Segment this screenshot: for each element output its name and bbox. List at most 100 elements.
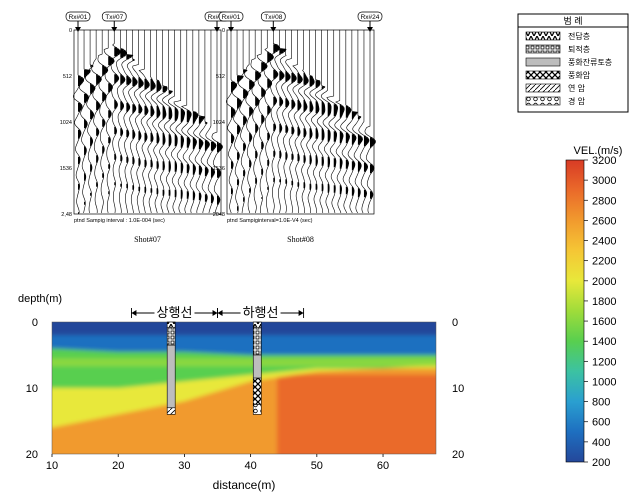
seismic-trace [285,29,297,214]
seismic-trace [256,29,268,214]
y-tick-label-right: 10 [452,383,464,395]
colorbar-tick-label: 3200 [592,155,616,167]
span-label-downline: 하행선 [217,305,305,320]
trace-fill [321,86,325,192]
seismogram-footer: ptnd Sampiginterval=1.0E-V4 (sec) [227,218,313,224]
seismic-trace [274,29,287,214]
legend-item-soft: 연 암 [525,83,586,93]
trace-fill [285,71,291,184]
colorbar-tick-label: 1200 [592,356,616,368]
seismic-trace [187,29,199,214]
borehole-unit-soft [166,407,176,415]
seismic-trace [315,29,326,214]
seismic-trace [199,29,210,214]
seismic-trace [121,29,134,214]
time-tick-label: 2048 [213,212,225,218]
legend-swatch [525,57,561,67]
time-tick-label: 512 [216,74,225,80]
colorbar-tick-label: 2600 [592,215,616,227]
time-tick-label: 1024 [213,120,225,126]
x-tick-label: 10 [46,460,58,472]
seismic-trace [110,29,121,214]
trace-fill [126,54,133,189]
colorbar-gradient [565,159,585,463]
trace-fill [84,69,91,205]
colorbar-title: VEL.(m/s) [574,145,623,157]
borehole-unit-residual [166,344,176,409]
seismic-trace [352,29,363,214]
y-tick-label-left: 0 [32,317,38,329]
marker-label: Tx#07 [105,14,123,21]
legend-label: 전답층 [568,31,590,41]
seismic-trace [103,29,115,214]
seismic-trace [225,30,238,214]
source-marker: Tx#08 [260,11,286,32]
colorbar-tick-label: 2000 [592,276,616,288]
trace-fill [150,78,156,193]
seismic-trace [211,30,223,214]
trace-fill [249,80,255,193]
trace-fill [297,72,303,187]
trace-fill [162,86,168,196]
trace-fill [273,44,280,183]
seismic-trace [268,29,281,214]
trace-fill [168,90,173,196]
trace-fill [114,47,121,186]
seismic-trace [126,29,138,214]
seismic-trace [145,29,156,214]
seismic-trace [364,30,376,214]
time-tick-label: 0 [69,28,72,34]
colorbar-tick-label: 2800 [592,195,616,207]
source-marker: Tx#07 [101,11,127,32]
trace-fill [357,116,363,198]
borehole-unit-landfill [166,321,176,328]
trace-fill [132,59,138,190]
seismogram-shot07: 0 512 1024 1536 2,48 Rx#01 Tx#07 Rx#24 ptnd Samp… [60,11,230,244]
trace-fill [303,72,309,189]
span-label-text: 하행선 [243,305,279,320]
trace-fill [156,80,162,195]
velocity-band-surface [52,322,436,336]
trace-fill [174,107,179,198]
receiver-marker-end: Rx#24 [357,11,383,32]
trace-fill [309,75,315,190]
legend-item-sediment: 퇴적층 [525,44,590,54]
seismic-trace [292,29,303,214]
y-tick-label-left: 20 [26,449,38,461]
trace-fill [78,75,84,214]
colorbar-tick-label: 3000 [592,175,616,187]
legend-item-hard: 경 암 [525,96,586,106]
seismic-trace [97,29,109,214]
time-tick-label: 1024 [60,120,72,126]
seismic-trace [85,29,96,214]
colorbar-tick-label: 800 [592,397,610,409]
seismic-trace [205,29,217,214]
borehole-unit-hard [252,404,262,415]
legend-title: 범 례 [563,16,582,26]
velocity-band-high [277,374,436,454]
seismic-trace [173,29,185,214]
trace-fill [267,51,274,190]
time-tick-label: 2,48 [61,212,72,218]
y-tick-label-right: 20 [452,449,464,461]
trace-fill [96,74,102,187]
seismic-trace [162,29,173,214]
legend-swatch [525,44,561,54]
time-tick-label: 1536 [60,166,72,172]
colorbar-tick-label: 1000 [592,376,616,388]
velocity-band-transition [52,358,436,367]
colorbar-tick-label: 200 [592,457,610,469]
seismic-trace [326,29,339,214]
marker-label: Rx#01 [69,14,88,21]
seismic-trace [334,29,345,214]
legend-item-landfill: 전답층 [525,31,590,41]
legend-item-residual: 풍화잔류토층 [525,57,612,67]
time-tick-label: 512 [63,74,72,80]
trace-fill [144,78,150,193]
time-tick-label: 1536 [213,166,225,172]
colorbar-tick-label: 400 [592,437,610,449]
borehole-unit-residual [252,354,262,379]
seismic-trace [115,29,128,214]
x-tick-label: 50 [311,460,323,472]
